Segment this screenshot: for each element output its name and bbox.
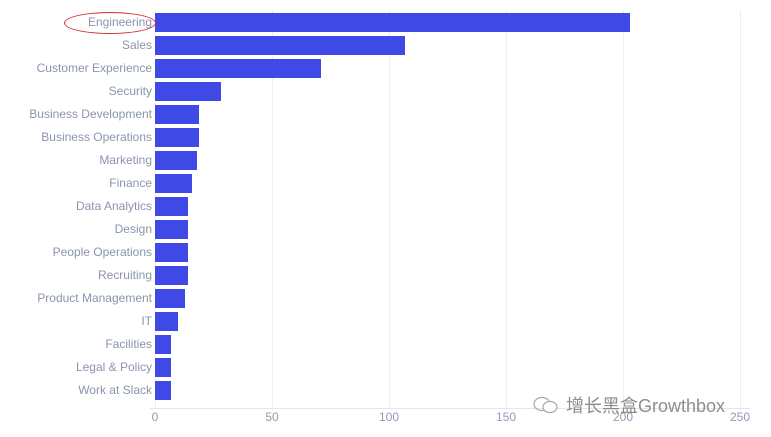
category-label: Design [114, 222, 152, 236]
category-label: Business Development [29, 107, 152, 121]
bar [155, 128, 200, 147]
bar [155, 289, 186, 308]
x-tick-label: 50 [265, 410, 279, 424]
category-label: Marketing [99, 153, 152, 167]
category-label: Data Analytics [75, 199, 152, 213]
wechat-icon [532, 395, 560, 415]
bar [155, 220, 188, 239]
bar [155, 381, 172, 400]
category-label: People Operations [52, 245, 152, 259]
highlight-ellipse [64, 12, 156, 34]
bar [155, 151, 198, 170]
bar [155, 105, 200, 124]
category-label: Sales [121, 38, 152, 52]
x-tick-label: 0 [151, 410, 159, 424]
bar [155, 174, 193, 193]
x-tick-label: 250 [729, 410, 751, 424]
bar [155, 82, 221, 101]
gridline [623, 10, 624, 410]
bar [155, 243, 188, 262]
category-label: IT [141, 314, 152, 328]
category-label: Facilities [105, 337, 152, 351]
x-axis-line [150, 408, 750, 409]
gridline [272, 10, 273, 410]
bar [155, 13, 631, 32]
category-label: Business Operations [41, 130, 152, 144]
category-label: Work at Slack [78, 383, 152, 397]
gridline [740, 10, 741, 410]
bar [155, 36, 406, 55]
x-tick-label: 150 [495, 410, 517, 424]
x-tick-label: 100 [378, 410, 400, 424]
category-label: Customer Experience [36, 61, 152, 75]
gridline [506, 10, 507, 410]
bar [155, 266, 188, 285]
bar [155, 335, 172, 354]
category-label: Product Management [37, 291, 152, 305]
category-label: Finance [109, 176, 152, 190]
bar [155, 59, 322, 78]
category-label: Recruiting [97, 268, 152, 282]
gridline [389, 10, 390, 410]
watermark-text: 增长黑盒Growthbox [566, 396, 726, 416]
category-label: Legal & Policy [75, 360, 152, 374]
bar [155, 197, 188, 216]
x-tick-label: 200 [612, 410, 634, 424]
category-label: Security [108, 84, 152, 98]
bar [155, 358, 172, 377]
watermark: 增长黑盒Growthbox [532, 392, 725, 418]
bar [155, 312, 179, 331]
